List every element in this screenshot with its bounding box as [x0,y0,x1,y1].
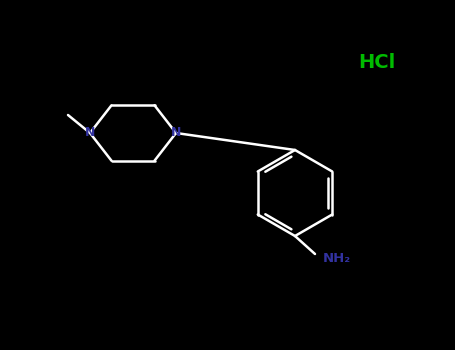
Text: HCl: HCl [359,54,396,72]
Text: NH₂: NH₂ [323,252,351,265]
Text: N: N [171,126,181,140]
Text: N: N [85,126,95,140]
